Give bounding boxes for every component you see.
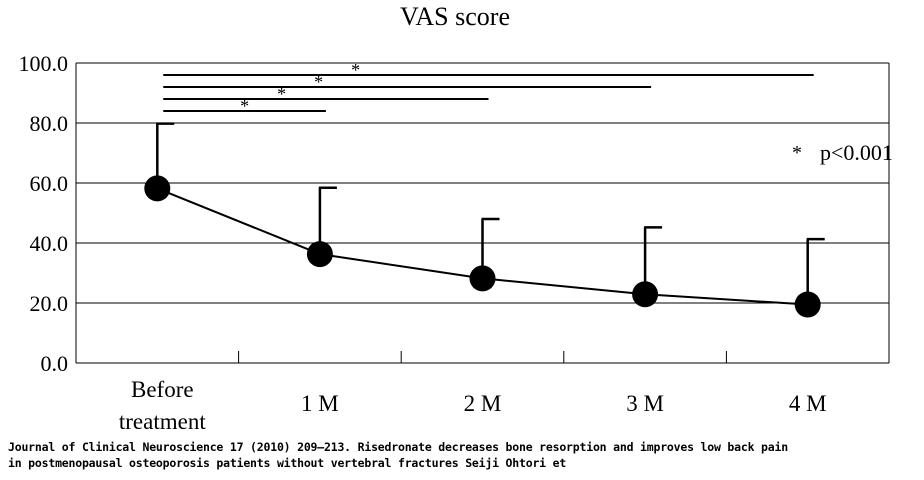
annotation-text: p<0.001 xyxy=(820,140,893,165)
data-point xyxy=(794,291,821,318)
bracket-star: * xyxy=(351,60,360,80)
x-tick-label: Before treatment xyxy=(119,377,206,434)
y-tick-label: 80.0 xyxy=(30,111,69,136)
x-tick-label-line: treatment xyxy=(119,409,206,434)
x-tick-label: 4 M xyxy=(789,391,827,416)
y-tick-label: 40.0 xyxy=(30,231,69,256)
significance-brackets: * * * * xyxy=(163,60,814,116)
x-tick-label-line: Before xyxy=(131,377,194,402)
caption-line-1: Journal of Clinical Neuroscience 17 (201… xyxy=(8,440,788,454)
grid-lines xyxy=(76,62,889,304)
y-tick-label: 100.0 xyxy=(19,51,69,76)
y-tick-label: 60.0 xyxy=(30,171,69,196)
y-axis: 0.0 20.0 40.0 60.0 80.0 100.0 xyxy=(19,51,890,376)
x-tick-label: 3 M xyxy=(626,391,664,416)
data-point xyxy=(469,265,496,292)
annotation-symbol: * xyxy=(792,142,802,164)
p-value-annotation: * p<0.001 xyxy=(792,140,893,165)
data-point xyxy=(632,281,659,308)
x-tick-label: 1 M xyxy=(301,391,339,416)
y-tick-label: 0.0 xyxy=(41,351,69,376)
vas-score-chart: VAS score 0.0 20.0 40.0 60.0 80.0 100.0 Befor… xyxy=(19,2,893,434)
x-axis: Before treatment 1 M 2 M 3 M 4 M xyxy=(76,351,889,434)
y-tick-label: 20.0 xyxy=(30,291,69,316)
data-point xyxy=(144,175,171,202)
bracket-star: * xyxy=(277,84,286,104)
data-points xyxy=(144,175,821,318)
chart-title: VAS score xyxy=(400,2,510,31)
x-tick-label: 2 M xyxy=(464,391,502,416)
bracket-star: * xyxy=(240,96,249,116)
data-point xyxy=(306,241,333,268)
bracket-star: * xyxy=(314,72,323,92)
figure-caption: Journal of Clinical Neuroscience 17 (201… xyxy=(8,439,908,471)
caption-line-2: in postmenopausal osteoporosis patients … xyxy=(8,456,567,470)
